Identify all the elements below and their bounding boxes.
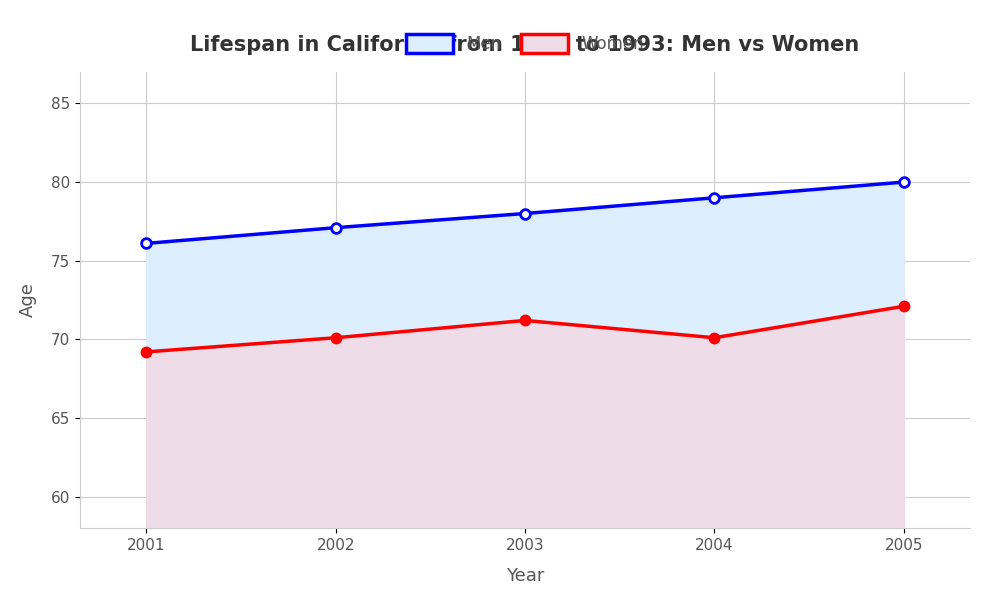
Title: Lifespan in California from 1959 to 1993: Men vs Women: Lifespan in California from 1959 to 1993… (190, 35, 860, 55)
Y-axis label: Age: Age (19, 283, 37, 317)
Legend: Men, Women: Men, Women (398, 26, 652, 62)
X-axis label: Year: Year (506, 566, 544, 584)
